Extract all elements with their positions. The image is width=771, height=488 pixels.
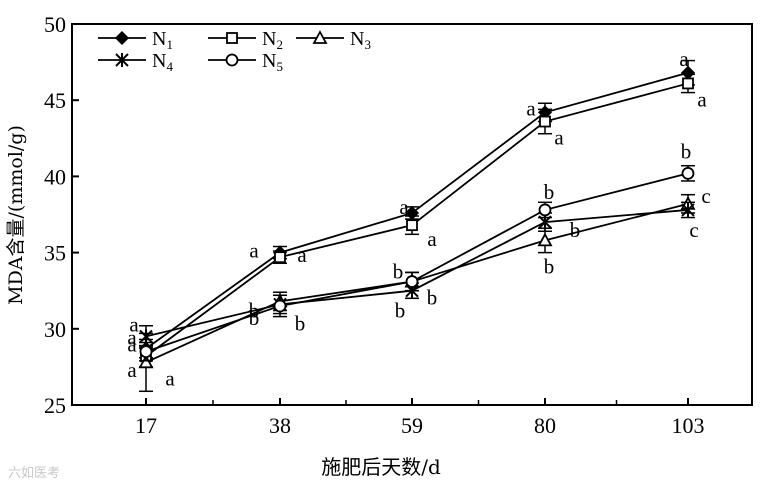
significance-letter: b bbox=[395, 299, 406, 323]
x-tick-label: 80 bbox=[534, 413, 556, 438]
significance-letter: a bbox=[127, 333, 137, 357]
y-tick-label: 30 bbox=[44, 317, 66, 342]
significance-letter: a bbox=[249, 239, 259, 263]
marker-triangle bbox=[312, 30, 328, 44]
marker-circle bbox=[225, 53, 239, 67]
significance-letter: b bbox=[570, 218, 581, 242]
marker-asterisk bbox=[115, 53, 129, 67]
significance-letter: a bbox=[129, 312, 139, 336]
significance-letter: a bbox=[427, 227, 437, 251]
legend-item-N4: N4 bbox=[98, 50, 173, 74]
significance-letter: b bbox=[249, 298, 260, 322]
legend-item-N5: N5 bbox=[208, 50, 283, 74]
y-tick-label: 35 bbox=[44, 241, 66, 266]
legend-label: N4 bbox=[152, 50, 173, 74]
significance-letter: a bbox=[127, 326, 137, 350]
marker-diamond bbox=[114, 30, 130, 46]
marker-square bbox=[226, 32, 238, 44]
significance-letter: c bbox=[689, 218, 698, 242]
legend-item-N3: N3 bbox=[296, 28, 371, 52]
significance-letter: b bbox=[427, 286, 438, 310]
marker-circle bbox=[139, 345, 153, 359]
marker-asterisk bbox=[139, 329, 153, 344]
marker-circle bbox=[273, 299, 287, 313]
marker-square bbox=[682, 77, 694, 90]
y-tick-label: 25 bbox=[44, 393, 66, 418]
marker-triangle bbox=[537, 232, 553, 247]
marker-circle bbox=[405, 275, 419, 288]
x-tick-label: 103 bbox=[672, 413, 705, 438]
significance-letter: a bbox=[526, 96, 536, 120]
legend-label: N3 bbox=[350, 28, 371, 52]
series-layer bbox=[138, 59, 696, 393]
significance-letter: a bbox=[127, 358, 137, 382]
x-tick-label: 38 bbox=[269, 413, 291, 438]
significance-letter: b bbox=[295, 311, 306, 335]
marker-triangle bbox=[138, 354, 154, 369]
significance-letter: c bbox=[701, 184, 710, 208]
x-tick-label: 59 bbox=[401, 413, 423, 438]
significance-letter: b bbox=[393, 260, 404, 284]
significance-letter: b bbox=[544, 254, 555, 278]
significance-letter: a bbox=[297, 243, 307, 267]
legend-item-N2: N2 bbox=[208, 28, 283, 52]
significance-letter: a bbox=[697, 87, 707, 111]
ticks: 25 30 35 40 45 50 17 38 59 80 103 bbox=[44, 12, 705, 438]
y-tick-label: 50 bbox=[44, 12, 66, 37]
significance-letter: a bbox=[165, 366, 175, 390]
series-N5 bbox=[139, 164, 695, 362]
marker-circle bbox=[538, 203, 552, 217]
legend-label: N1 bbox=[152, 28, 173, 52]
significance-letter: b bbox=[681, 139, 692, 163]
significance-letter: b bbox=[249, 306, 260, 330]
series-line bbox=[145, 71, 689, 350]
y-tick-label: 45 bbox=[44, 88, 66, 113]
significance-letter: a bbox=[554, 126, 564, 150]
x-axis-label: 施肥后天数/d bbox=[321, 455, 441, 479]
marker-asterisk bbox=[681, 202, 695, 217]
legend-label: N2 bbox=[262, 28, 283, 52]
series-N1 bbox=[138, 59, 696, 359]
significance-letter: b bbox=[544, 180, 555, 204]
significance-letter: a bbox=[679, 47, 689, 71]
series-N2 bbox=[139, 73, 695, 368]
legend: N1 N2 N3 N4 N5 bbox=[98, 28, 371, 74]
x-tick-label: 17 bbox=[135, 413, 157, 438]
legend-item-N1: N1 bbox=[98, 28, 173, 52]
watermark: 六如医考 bbox=[8, 466, 61, 481]
marker-square bbox=[274, 251, 286, 264]
y-axis-label: MDA含量/(mmol/g) bbox=[5, 125, 27, 305]
significance-letter: a bbox=[399, 195, 409, 219]
marker-square bbox=[406, 219, 418, 232]
marker-square bbox=[539, 115, 551, 128]
legend-label: N5 bbox=[262, 50, 283, 74]
y-tick-label: 40 bbox=[44, 164, 66, 189]
marker-circle bbox=[681, 166, 695, 180]
